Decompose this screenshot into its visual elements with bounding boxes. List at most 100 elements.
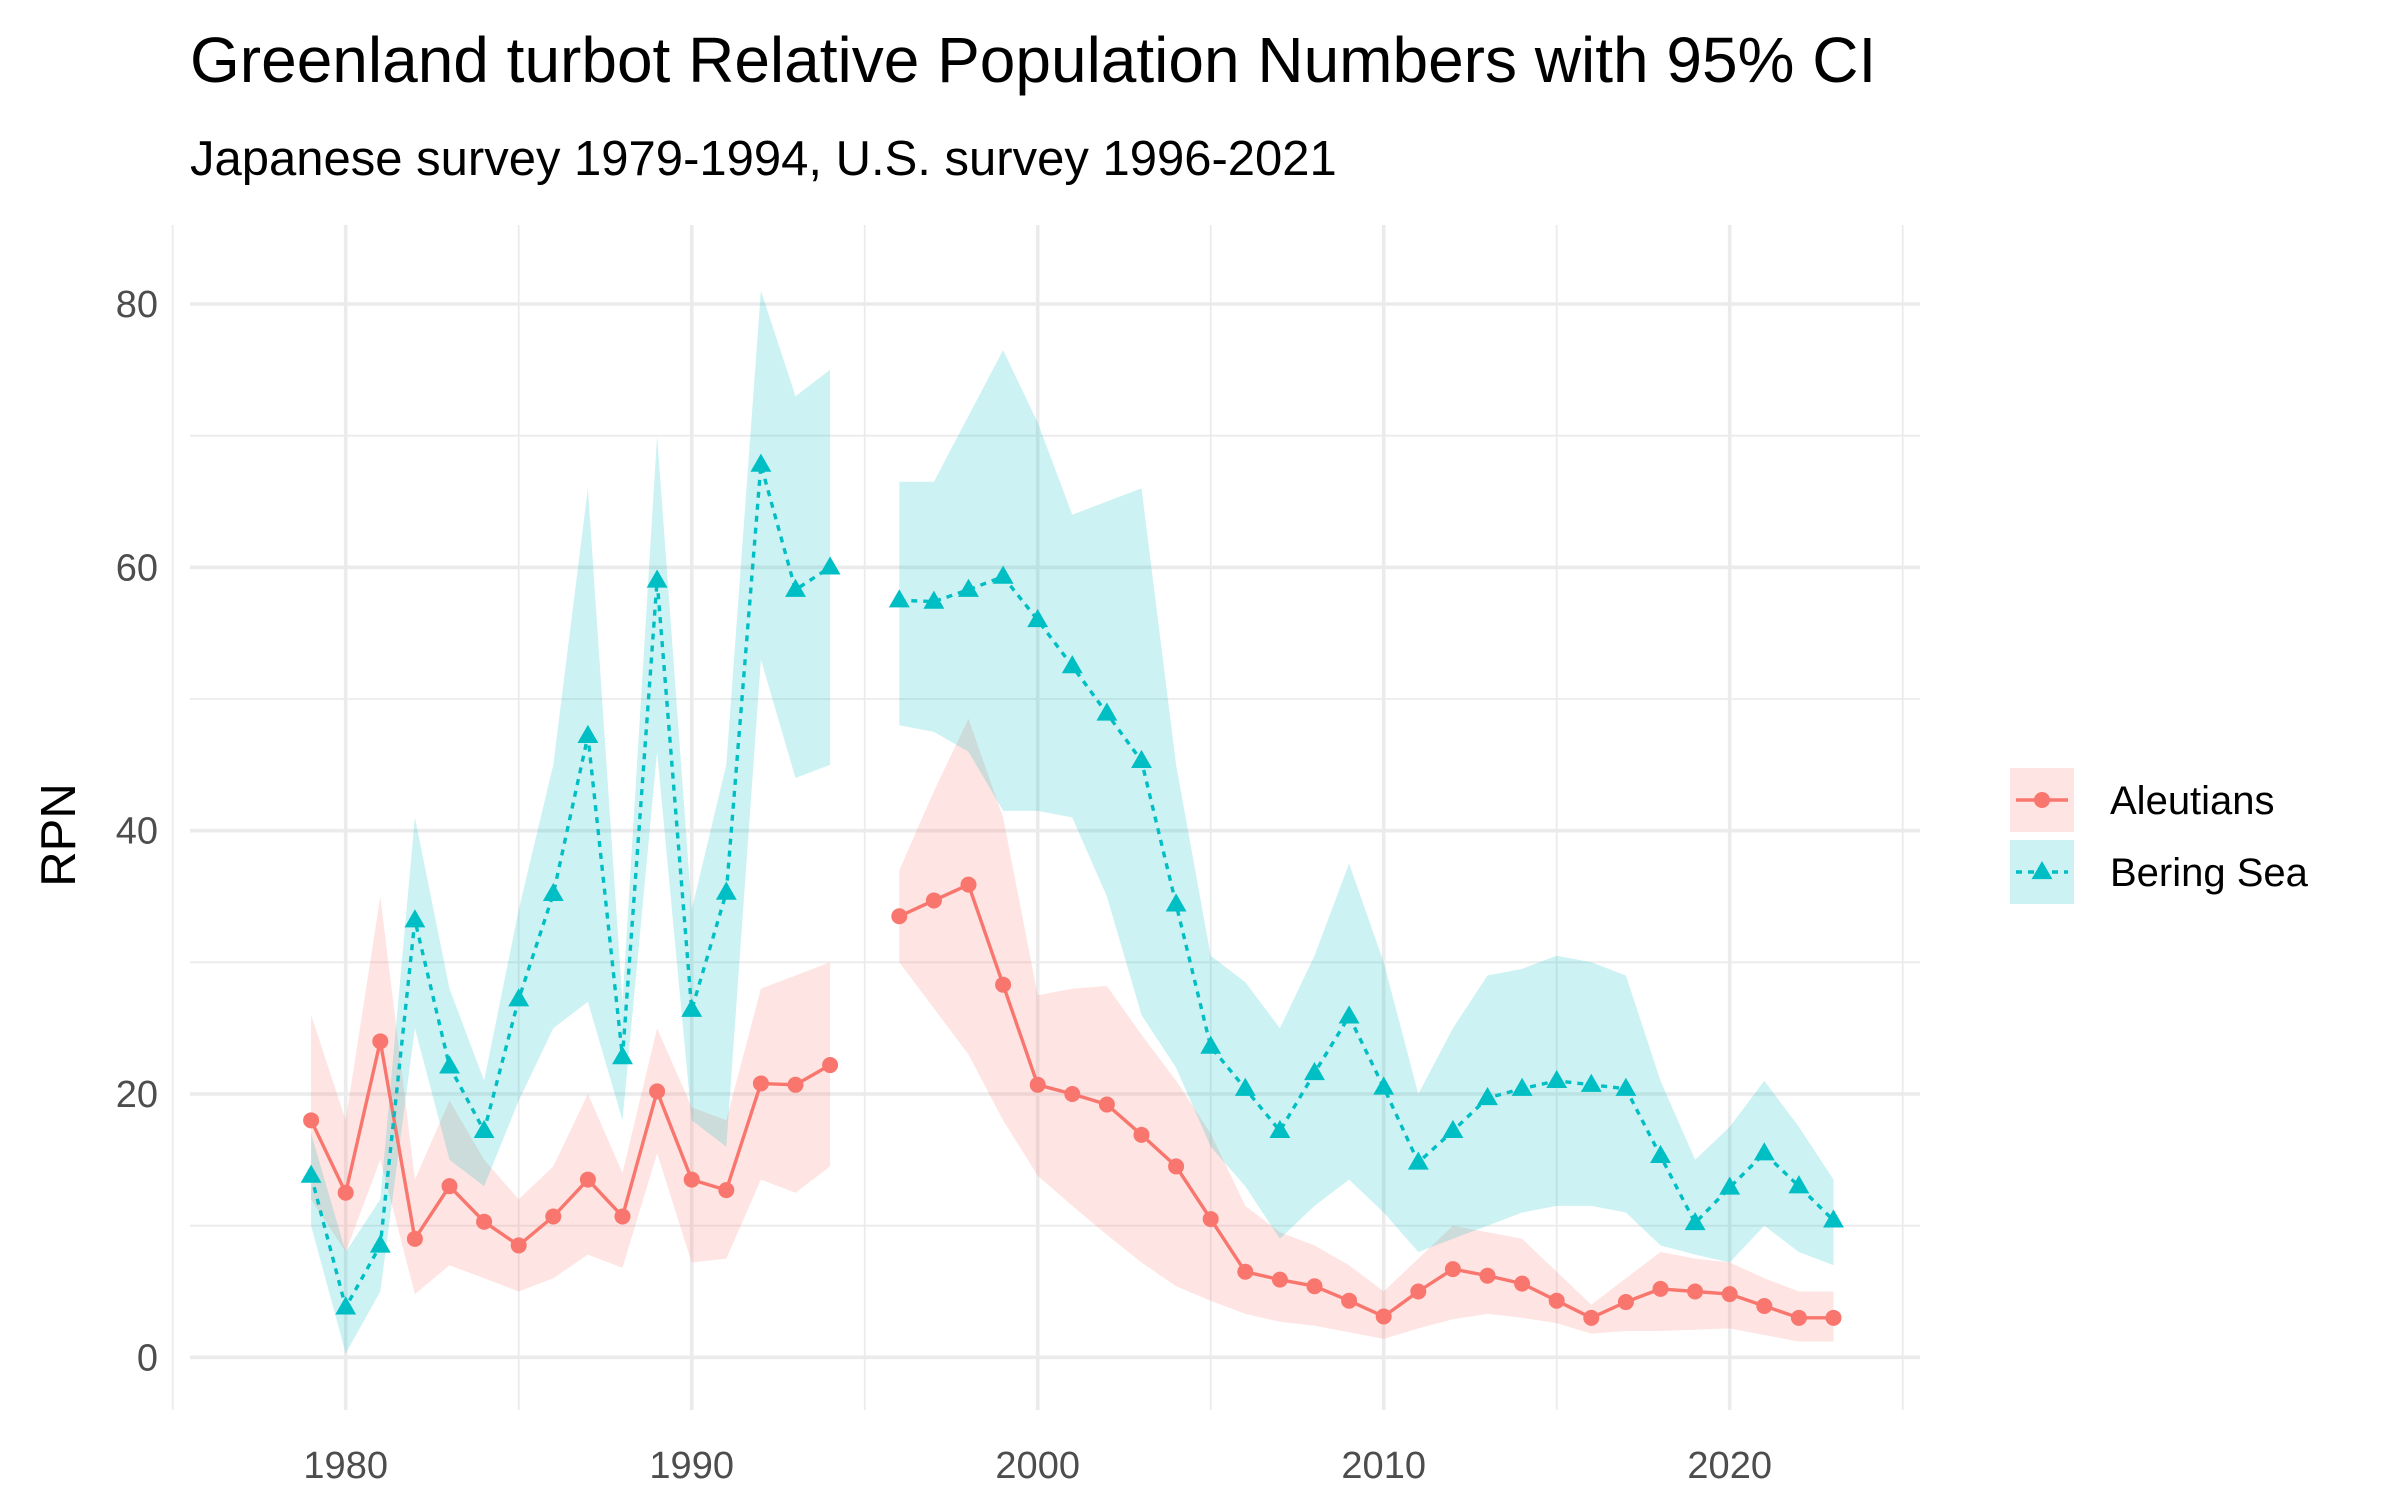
data-point (337, 1184, 354, 1201)
data-point (1027, 609, 1049, 628)
data-point (1375, 1308, 1392, 1325)
data-point (510, 1237, 527, 1254)
data-point (1442, 1119, 1464, 1139)
data-point (1479, 1267, 1496, 1284)
legend-key-marker (2034, 792, 2050, 808)
data-point (1407, 1151, 1429, 1170)
data-point (1756, 1297, 1773, 1314)
series-line (898, 883, 1834, 1320)
data-point (1341, 1292, 1358, 1309)
data-point (1617, 1294, 1634, 1311)
y-tick-label: 40 (116, 811, 158, 853)
data-point (406, 1230, 423, 1247)
data-point (888, 589, 910, 608)
series-line (899, 574, 1835, 1225)
data-point (1548, 1292, 1565, 1309)
data-point (1304, 1061, 1325, 1081)
data-point (1477, 1086, 1498, 1106)
data-point (992, 565, 1014, 584)
data-point (787, 1076, 804, 1093)
legend: Aleutians Bering Sea (2010, 768, 2309, 904)
data-point (1133, 1126, 1150, 1143)
data-point (1165, 893, 1187, 912)
data-point (715, 881, 737, 900)
data-point (1237, 1263, 1254, 1280)
data-point (923, 590, 945, 609)
data-point (439, 1055, 460, 1074)
x-tick-label: 1980 (303, 1445, 388, 1487)
data-point (579, 1171, 596, 1188)
data-point (1583, 1309, 1600, 1326)
data-point (1684, 1212, 1706, 1231)
data-point (1546, 1069, 1568, 1088)
x-tick-label: 2000 (995, 1445, 1080, 1487)
x-tick-label: 2010 (1341, 1445, 1426, 1487)
data-point (718, 1182, 735, 1199)
data-point (785, 578, 806, 597)
data-point (1650, 1144, 1671, 1164)
ci-band (899, 350, 1834, 1266)
ci-band (311, 290, 831, 1354)
data-point (542, 882, 564, 902)
data-point (1615, 1077, 1637, 1096)
series-line (309, 462, 832, 1310)
data-point (1234, 1077, 1256, 1096)
series-lines (309, 462, 1835, 1320)
legend-key-marker (2031, 861, 2053, 880)
data-point (1511, 1077, 1533, 1096)
x-tick-label: 2020 (1687, 1445, 1772, 1487)
data-point (1064, 1086, 1081, 1102)
data-point (1444, 1261, 1461, 1278)
data-point (1687, 1283, 1704, 1300)
y-axis-label: RPN (32, 783, 86, 886)
data-point (1306, 1278, 1323, 1295)
data-point (1790, 1309, 1807, 1326)
data-point (1202, 1211, 1219, 1228)
data-point (577, 724, 599, 744)
data-point (614, 1208, 631, 1225)
data-point (646, 569, 668, 588)
data-point (473, 1119, 495, 1139)
data-point (822, 1057, 839, 1074)
gridlines (171, 225, 1920, 1410)
data-point (1200, 1035, 1222, 1054)
axis-ticks: 1980 1990 2000 2010 2020 0 20 40 60 80 (116, 284, 1772, 1487)
data-point (649, 1083, 666, 1100)
y-tick-label: 0 (137, 1337, 158, 1379)
legend-label: Aleutians (2110, 779, 2275, 823)
ci-band (311, 896, 831, 1295)
data-point (1788, 1175, 1810, 1194)
data-point (1168, 1158, 1185, 1175)
data-point (1753, 1142, 1775, 1161)
y-tick-label: 20 (116, 1074, 158, 1116)
data-point (1652, 1280, 1669, 1297)
y-tick-label: 80 (116, 284, 158, 326)
data-point (1271, 1271, 1288, 1288)
data-point (960, 876, 977, 893)
data-point (404, 909, 426, 928)
x-tick-label: 1990 (649, 1445, 734, 1487)
data-point (1029, 1076, 1046, 1093)
data-points (300, 453, 1844, 1326)
series-line (309, 1039, 831, 1248)
data-point (441, 1178, 458, 1195)
data-point (1098, 1096, 1115, 1113)
data-point (303, 1112, 320, 1129)
data-point (958, 578, 979, 597)
data-point (1825, 1309, 1842, 1326)
data-point (612, 1046, 633, 1065)
confidence-bands (311, 290, 1834, 1354)
y-tick-label: 60 (116, 547, 158, 589)
data-point (750, 453, 772, 472)
data-point (1096, 702, 1118, 721)
data-point (508, 988, 530, 1007)
chart-subtitle: Japanese survey 1979-1994, U.S. survey 1… (190, 132, 1337, 186)
ci-band (899, 718, 1834, 1342)
data-point (681, 998, 703, 1017)
data-point (819, 556, 841, 575)
data-point (1373, 1076, 1395, 1095)
data-point (925, 892, 942, 909)
data-point (752, 1075, 769, 1092)
data-point (1338, 1005, 1360, 1024)
data-point (1131, 749, 1152, 769)
